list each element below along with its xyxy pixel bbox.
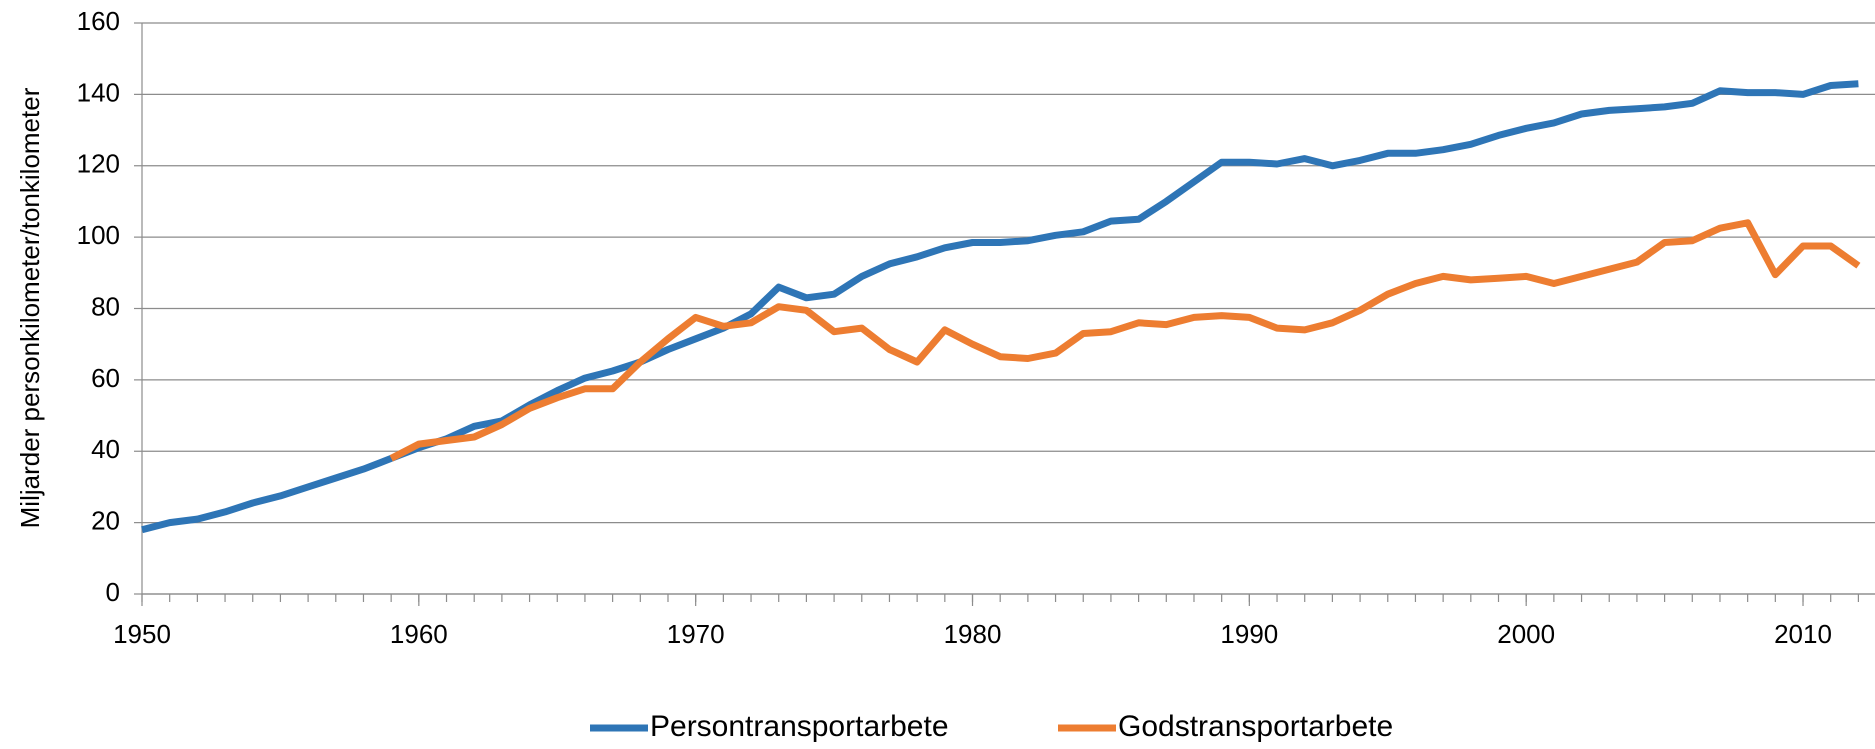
y-tick-label: 160 [77,6,120,36]
y-tick-label: 40 [91,434,120,464]
x-tick-label: 1950 [113,619,171,649]
y-tick-label: 60 [91,363,120,393]
y-axis-label: Miljarder personkilometer/tonkilometer [15,87,45,528]
y-tick-label: 140 [77,77,120,107]
y-tick-label: 120 [77,149,120,179]
legend-label: Godstransportarbete [1118,710,1393,743]
x-tick-label: 1960 [390,619,448,649]
y-tick-label: 100 [77,220,120,250]
legend-label: Persontransportarbete [650,710,949,743]
x-tick-label: 2010 [1774,619,1832,649]
data-line [389,219,1861,462]
x-tick-label: 1970 [667,619,725,649]
y-tick-label: 80 [91,291,120,321]
x-tick-label: 2000 [1497,619,1555,649]
y-tick-label: 0 [106,577,120,607]
x-tick-label: 1990 [1220,619,1278,649]
y-tick-label: 20 [91,506,120,536]
data-line [141,80,1859,534]
x-tick-label: 1980 [944,619,1002,649]
